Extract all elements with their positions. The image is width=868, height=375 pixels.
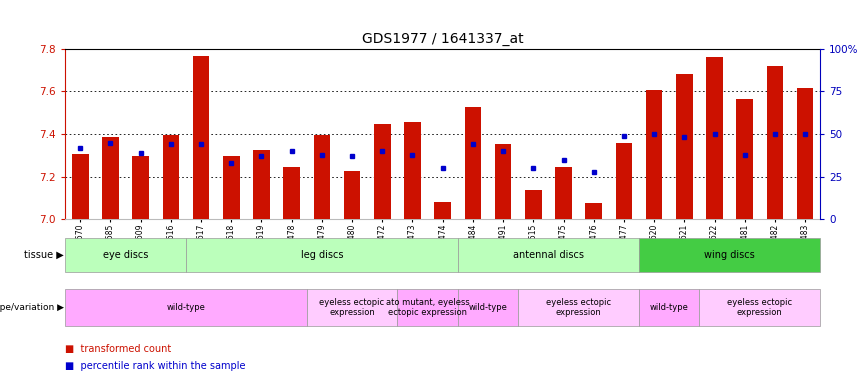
Text: eye discs: eye discs: [102, 250, 148, 260]
Bar: [65, 289, 306, 326]
Bar: [495, 144, 511, 219]
Text: eyeless ectopic
expression: eyeless ectopic expression: [546, 298, 611, 317]
Bar: [344, 171, 360, 219]
Title: GDS1977 / 1641337_at: GDS1977 / 1641337_at: [362, 32, 523, 46]
Bar: [676, 74, 693, 219]
Text: ato mutant, eyeless
ectopic expression: ato mutant, eyeless ectopic expression: [385, 298, 470, 317]
Text: genotype/variation ▶: genotype/variation ▶: [0, 303, 63, 312]
Bar: [639, 238, 820, 272]
Text: ■  transformed count: ■ transformed count: [65, 344, 171, 354]
Text: antennal discs: antennal discs: [513, 250, 584, 260]
Bar: [518, 289, 639, 326]
Bar: [615, 142, 632, 219]
Bar: [223, 156, 240, 219]
Bar: [585, 203, 602, 219]
Bar: [556, 167, 572, 219]
Bar: [457, 289, 518, 326]
Text: eyeless ectopic
expression: eyeless ectopic expression: [727, 298, 792, 317]
Bar: [186, 238, 457, 272]
Text: leg discs: leg discs: [300, 250, 343, 260]
Bar: [646, 90, 662, 219]
Bar: [404, 122, 421, 219]
Bar: [193, 56, 209, 219]
Text: eyeless ectopic
expression: eyeless ectopic expression: [319, 298, 385, 317]
Bar: [132, 156, 149, 219]
Text: wild-type: wild-type: [469, 303, 508, 312]
Text: tissue ▶: tissue ▶: [23, 250, 63, 260]
Bar: [525, 189, 542, 219]
Bar: [102, 137, 119, 219]
Bar: [700, 289, 820, 326]
Bar: [65, 238, 186, 272]
Text: wing discs: wing discs: [704, 250, 755, 260]
Bar: [374, 124, 391, 219]
Bar: [253, 150, 270, 219]
Bar: [398, 289, 457, 326]
Bar: [283, 167, 300, 219]
Bar: [306, 289, 398, 326]
Text: ■  percentile rank within the sample: ■ percentile rank within the sample: [65, 361, 246, 370]
Bar: [72, 154, 89, 219]
Bar: [464, 107, 481, 219]
Bar: [736, 99, 753, 219]
Bar: [457, 238, 639, 272]
Text: wild-type: wild-type: [167, 303, 206, 312]
Bar: [639, 289, 700, 326]
Text: wild-type: wild-type: [650, 303, 688, 312]
Bar: [313, 135, 330, 219]
Bar: [797, 88, 813, 219]
Bar: [707, 57, 723, 219]
Bar: [162, 135, 179, 219]
Bar: [766, 66, 783, 219]
Bar: [434, 202, 451, 219]
